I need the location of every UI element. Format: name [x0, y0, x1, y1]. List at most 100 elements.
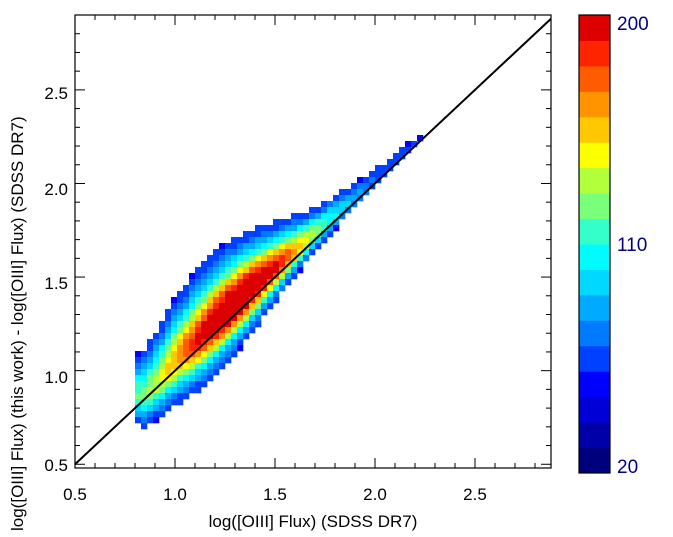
density-cell — [165, 315, 172, 322]
density-cell — [243, 315, 250, 322]
y-axis-title: log([OIII] Flux) (this work) - log([OIII… — [8, 116, 27, 531]
density-cell — [291, 261, 298, 268]
density-cell — [255, 279, 262, 286]
density-cell — [219, 345, 226, 352]
density-cell — [135, 351, 142, 358]
density-cell — [207, 375, 214, 382]
density-cell — [219, 255, 226, 262]
density-cell — [249, 303, 256, 310]
density-cell — [159, 381, 166, 388]
density-cell — [195, 273, 202, 280]
density-cell — [327, 219, 334, 226]
density-cell — [345, 201, 352, 208]
density-cell — [201, 381, 208, 388]
density-cell — [135, 411, 142, 418]
density-cell — [159, 333, 166, 340]
density-cell — [279, 219, 286, 226]
density-cell — [309, 249, 316, 256]
density-cell — [171, 303, 178, 310]
density-cell — [261, 249, 268, 256]
density-cell — [285, 243, 292, 250]
density-cell — [159, 387, 166, 394]
density-cell — [213, 273, 220, 280]
density-cell — [201, 357, 208, 364]
density-cell — [213, 351, 220, 358]
density-cell — [279, 285, 286, 292]
density-cell — [267, 267, 274, 274]
density-cell — [231, 261, 238, 268]
density-cell — [213, 267, 220, 274]
density-cell — [153, 375, 160, 382]
density-cell — [255, 303, 262, 310]
density-cell — [249, 279, 256, 286]
density-cell — [303, 237, 310, 244]
density-cell — [159, 327, 166, 334]
density-cell — [159, 375, 166, 382]
density-cell — [399, 153, 406, 160]
x-tick-label: 1.0 — [163, 485, 187, 504]
density-cell — [219, 357, 226, 364]
density-cell — [165, 345, 172, 352]
density-cell — [195, 363, 202, 370]
density-cell — [171, 399, 178, 406]
density-cell — [237, 315, 244, 322]
density-cell — [183, 285, 190, 292]
density-cell — [207, 345, 214, 352]
density-cell — [195, 369, 202, 376]
density-cell — [183, 303, 190, 310]
density-cell — [159, 363, 166, 370]
density-cell — [183, 375, 190, 382]
density-cell — [147, 417, 154, 424]
density-cell — [273, 243, 280, 250]
density-cell — [393, 159, 400, 166]
colorbar-swatch — [579, 65, 610, 92]
density-cell — [189, 375, 196, 382]
density-cell — [165, 339, 172, 346]
density-cell — [201, 345, 208, 352]
density-cell — [255, 309, 262, 316]
density-cell — [159, 393, 166, 400]
density-cell — [303, 219, 310, 226]
density-cell — [207, 339, 214, 346]
density-cell — [261, 291, 268, 298]
density-cell — [189, 381, 196, 388]
density-cell — [309, 225, 316, 232]
colorbar-label-max: 200 — [617, 14, 649, 35]
density-cell — [195, 309, 202, 316]
density-cell — [345, 207, 352, 214]
density-cell — [273, 297, 280, 304]
density-cell — [255, 243, 262, 250]
density-cell — [327, 213, 334, 220]
density-cell — [141, 381, 148, 388]
density-cell — [333, 195, 340, 202]
density-cell — [249, 309, 256, 316]
density-cell — [219, 291, 226, 298]
density-cell — [267, 297, 274, 304]
density-cell — [231, 345, 238, 352]
density-cell — [231, 351, 238, 358]
density-cell — [141, 363, 148, 370]
density-cell — [207, 291, 214, 298]
density-cell — [159, 345, 166, 352]
density-cell — [351, 183, 358, 190]
density-cell — [231, 249, 238, 256]
density-cell — [381, 165, 388, 172]
density-cell — [237, 261, 244, 268]
density-cell — [231, 297, 238, 304]
density-cell — [153, 381, 160, 388]
density-cell — [147, 411, 154, 418]
plot-frame — [74, 14, 552, 469]
density-cell — [183, 387, 190, 394]
density-cell — [255, 267, 262, 274]
density-cell — [189, 339, 196, 346]
density-cell — [195, 333, 202, 340]
density-cell — [189, 369, 196, 376]
density-cell — [171, 345, 178, 352]
density-cell — [339, 207, 346, 214]
density-cell — [375, 171, 382, 178]
density-cell — [213, 315, 220, 322]
density-cell — [207, 255, 214, 262]
density-cell — [153, 387, 160, 394]
density-cell — [357, 177, 364, 184]
